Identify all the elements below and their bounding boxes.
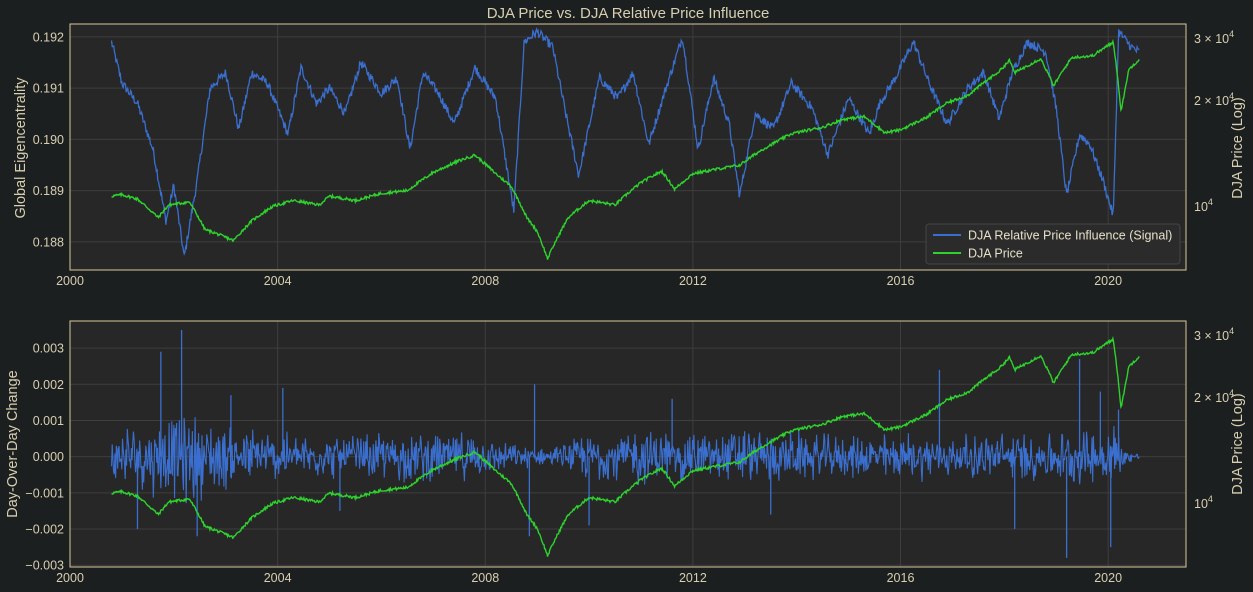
y-tick-label: −0.001 xyxy=(25,486,64,500)
y-tick-label: 0.003 xyxy=(33,342,64,356)
legend-box xyxy=(925,223,1181,265)
legend-label-signal: DJA Relative Price Influence (Signal) xyxy=(968,229,1172,243)
x-tick-label: 2000 xyxy=(56,571,84,585)
top-panel: 2000 2004 2008 2012 2016 2020 0.188 0.189 0.190… xyxy=(13,5,1246,288)
y-tick-label: 0.188 xyxy=(33,235,64,249)
x-tick-label: 2012 xyxy=(679,571,707,585)
x-tick-label: 2020 xyxy=(1094,274,1122,288)
legend-label-price: DJA Price xyxy=(968,247,1023,261)
y-tick-label: 0.000 xyxy=(33,450,64,464)
top-x-tick-labels: 2000 2004 2008 2012 2016 2020 xyxy=(56,274,1122,288)
x-tick-label: 2012 xyxy=(679,274,707,288)
bottom-y2-tick-labels: 104 2 × 104 3 × 104 xyxy=(1194,326,1234,511)
x-tick-label: 2016 xyxy=(887,274,915,288)
y2-tick-label: 2 × 104 xyxy=(1194,388,1234,405)
bottom-series-layer xyxy=(110,330,1140,558)
bottom-panel: 2000 2004 2008 2012 2016 2020 −0.003−0.002−0.… xyxy=(5,320,1246,585)
y2-tick-label: 104 xyxy=(1194,494,1213,511)
legend: DJA Relative Price Influence (Signal) DJ… xyxy=(925,223,1181,265)
top-y-tick-labels: 0.188 0.189 0.190 0.191 0.192 xyxy=(33,30,64,249)
top-y2-axis-label: DJA Price (Log) xyxy=(1230,97,1246,199)
top-series-layer xyxy=(110,26,1140,260)
bottom-y2-axis-label: DJA Price (Log) xyxy=(1230,393,1246,495)
y2-tick-label: 104 xyxy=(1194,197,1213,214)
bottom-x-tick-labels: 2000 2004 2008 2012 2016 2020 xyxy=(56,571,1122,585)
x-tick-label: 2008 xyxy=(471,571,499,585)
y-tick-label: 0.192 xyxy=(33,30,64,44)
y-tick-label: 0.190 xyxy=(33,133,64,147)
y2-tick-label: 3 × 104 xyxy=(1194,29,1234,46)
y-tick-label: −0.002 xyxy=(25,523,64,537)
bottom-gridlines xyxy=(69,321,1186,567)
series-line-day-over-day xyxy=(110,417,1140,504)
bottom-axes-frame xyxy=(69,320,1187,568)
y2-tick-label: 2 × 104 xyxy=(1194,91,1234,108)
y-tick-label: 0.001 xyxy=(33,414,64,428)
x-tick-label: 2008 xyxy=(471,274,499,288)
y-tick-label: 0.002 xyxy=(33,378,64,392)
x-tick-label: 2004 xyxy=(264,274,292,288)
top-y-axis-label: Global Eigencentrality xyxy=(13,77,29,219)
top-y2-tick-labels: 104 2 × 104 3 × 104 xyxy=(1194,29,1234,214)
series-line-dja-price xyxy=(111,38,1140,260)
x-tick-label: 2020 xyxy=(1094,571,1122,585)
x-tick-label: 2016 xyxy=(887,571,915,585)
y-tick-label: 0.189 xyxy=(33,184,64,198)
top-axes-frame xyxy=(69,23,1187,271)
x-tick-label: 2004 xyxy=(264,571,292,585)
bottom-y-tick-labels: −0.003 −0.002 −0.001 0.000 0.001 0.002 0.003 xyxy=(25,342,64,573)
series-line-signal xyxy=(110,26,1140,256)
y-tick-label: −0.003 xyxy=(25,559,64,573)
series-line-dja-price-bottom xyxy=(111,335,1140,557)
y-tick-label: 0.191 xyxy=(33,82,64,96)
x-tick-label: 2000 xyxy=(56,274,84,288)
bottom-y-axis-label: Day-Over-Day Change xyxy=(5,370,21,517)
y2-tick-label: 3 × 104 xyxy=(1194,326,1234,343)
chart-title: DJA Price vs. DJA Relative Price Influen… xyxy=(487,5,770,22)
